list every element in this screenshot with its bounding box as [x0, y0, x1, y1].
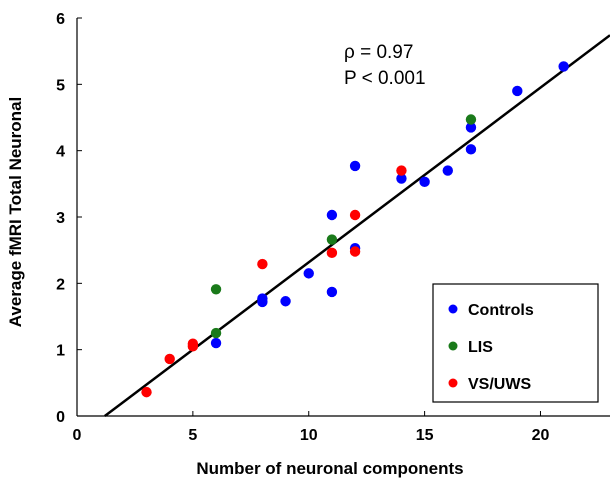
data-point-lis [210, 327, 222, 339]
data-point-lis [465, 114, 477, 125]
y-tick-label: 6 [56, 11, 65, 28]
data-point-controls [326, 209, 338, 221]
annotation-rho: ρ = 0.97 [344, 42, 413, 63]
data-point-controls [210, 337, 222, 349]
y-tick-label: 1 [56, 343, 65, 360]
x-axis-label: Number of neuronal components [196, 459, 463, 478]
data-point-vs-uws [349, 246, 361, 257]
legend-marker-lis [448, 341, 458, 351]
x-tick-label: 15 [416, 427, 434, 444]
data-points [141, 61, 569, 398]
regression-line [104, 34, 610, 417]
data-point-lis [326, 234, 338, 245]
data-point-vs-uws [187, 338, 199, 349]
legend-label-vs-uws: VS/UWS [468, 376, 531, 393]
annotation-p-value: P < 0.001 [344, 68, 426, 89]
data-point-controls [512, 85, 523, 97]
data-point-controls [419, 176, 430, 188]
legend-label-controls: Controls [468, 302, 534, 319]
fit-line-group [104, 34, 610, 417]
y-tick-label: 4 [56, 144, 65, 161]
data-point-controls [303, 268, 314, 279]
data-point-vs-uws [349, 209, 361, 221]
legend-label-lis: LIS [468, 339, 493, 356]
x-tick-label: 20 [532, 427, 550, 444]
data-point-controls [442, 165, 453, 176]
data-point-vs-uws [396, 165, 407, 176]
x-tick-label: 5 [188, 427, 197, 444]
data-point-vs-uws [164, 353, 175, 365]
data-point-controls [558, 61, 569, 72]
data-point-vs-uws [326, 247, 338, 259]
data-point-lis [210, 284, 222, 295]
data-point-controls [280, 296, 291, 307]
y-tick-label: 5 [56, 77, 65, 94]
data-point-controls [326, 286, 338, 298]
data-point-controls [396, 173, 407, 184]
data-point-controls [257, 293, 268, 304]
data-point-controls [465, 144, 477, 155]
ticks: 0 5 10 15 20 0 1 2 3 4 5 6 [56, 11, 549, 444]
y-tick-label: 2 [56, 276, 65, 293]
legend-box [432, 283, 599, 403]
data-point-controls [465, 122, 477, 133]
data-point-controls [349, 160, 361, 172]
y-axis-label: Average fMRI Total Neuronal [6, 97, 25, 327]
legend-marker-vs-uws [448, 378, 458, 388]
legend: Controls LIS VS/UWS [432, 283, 599, 403]
data-point-vs-uws [141, 386, 152, 398]
x-tick-label: 0 [73, 427, 82, 444]
legend-marker-controls [448, 304, 458, 314]
x-tick-label: 10 [300, 427, 318, 444]
y-tick-label: 3 [56, 210, 65, 227]
data-point-vs-uws [257, 258, 268, 270]
y-tick-label: 0 [56, 409, 65, 426]
